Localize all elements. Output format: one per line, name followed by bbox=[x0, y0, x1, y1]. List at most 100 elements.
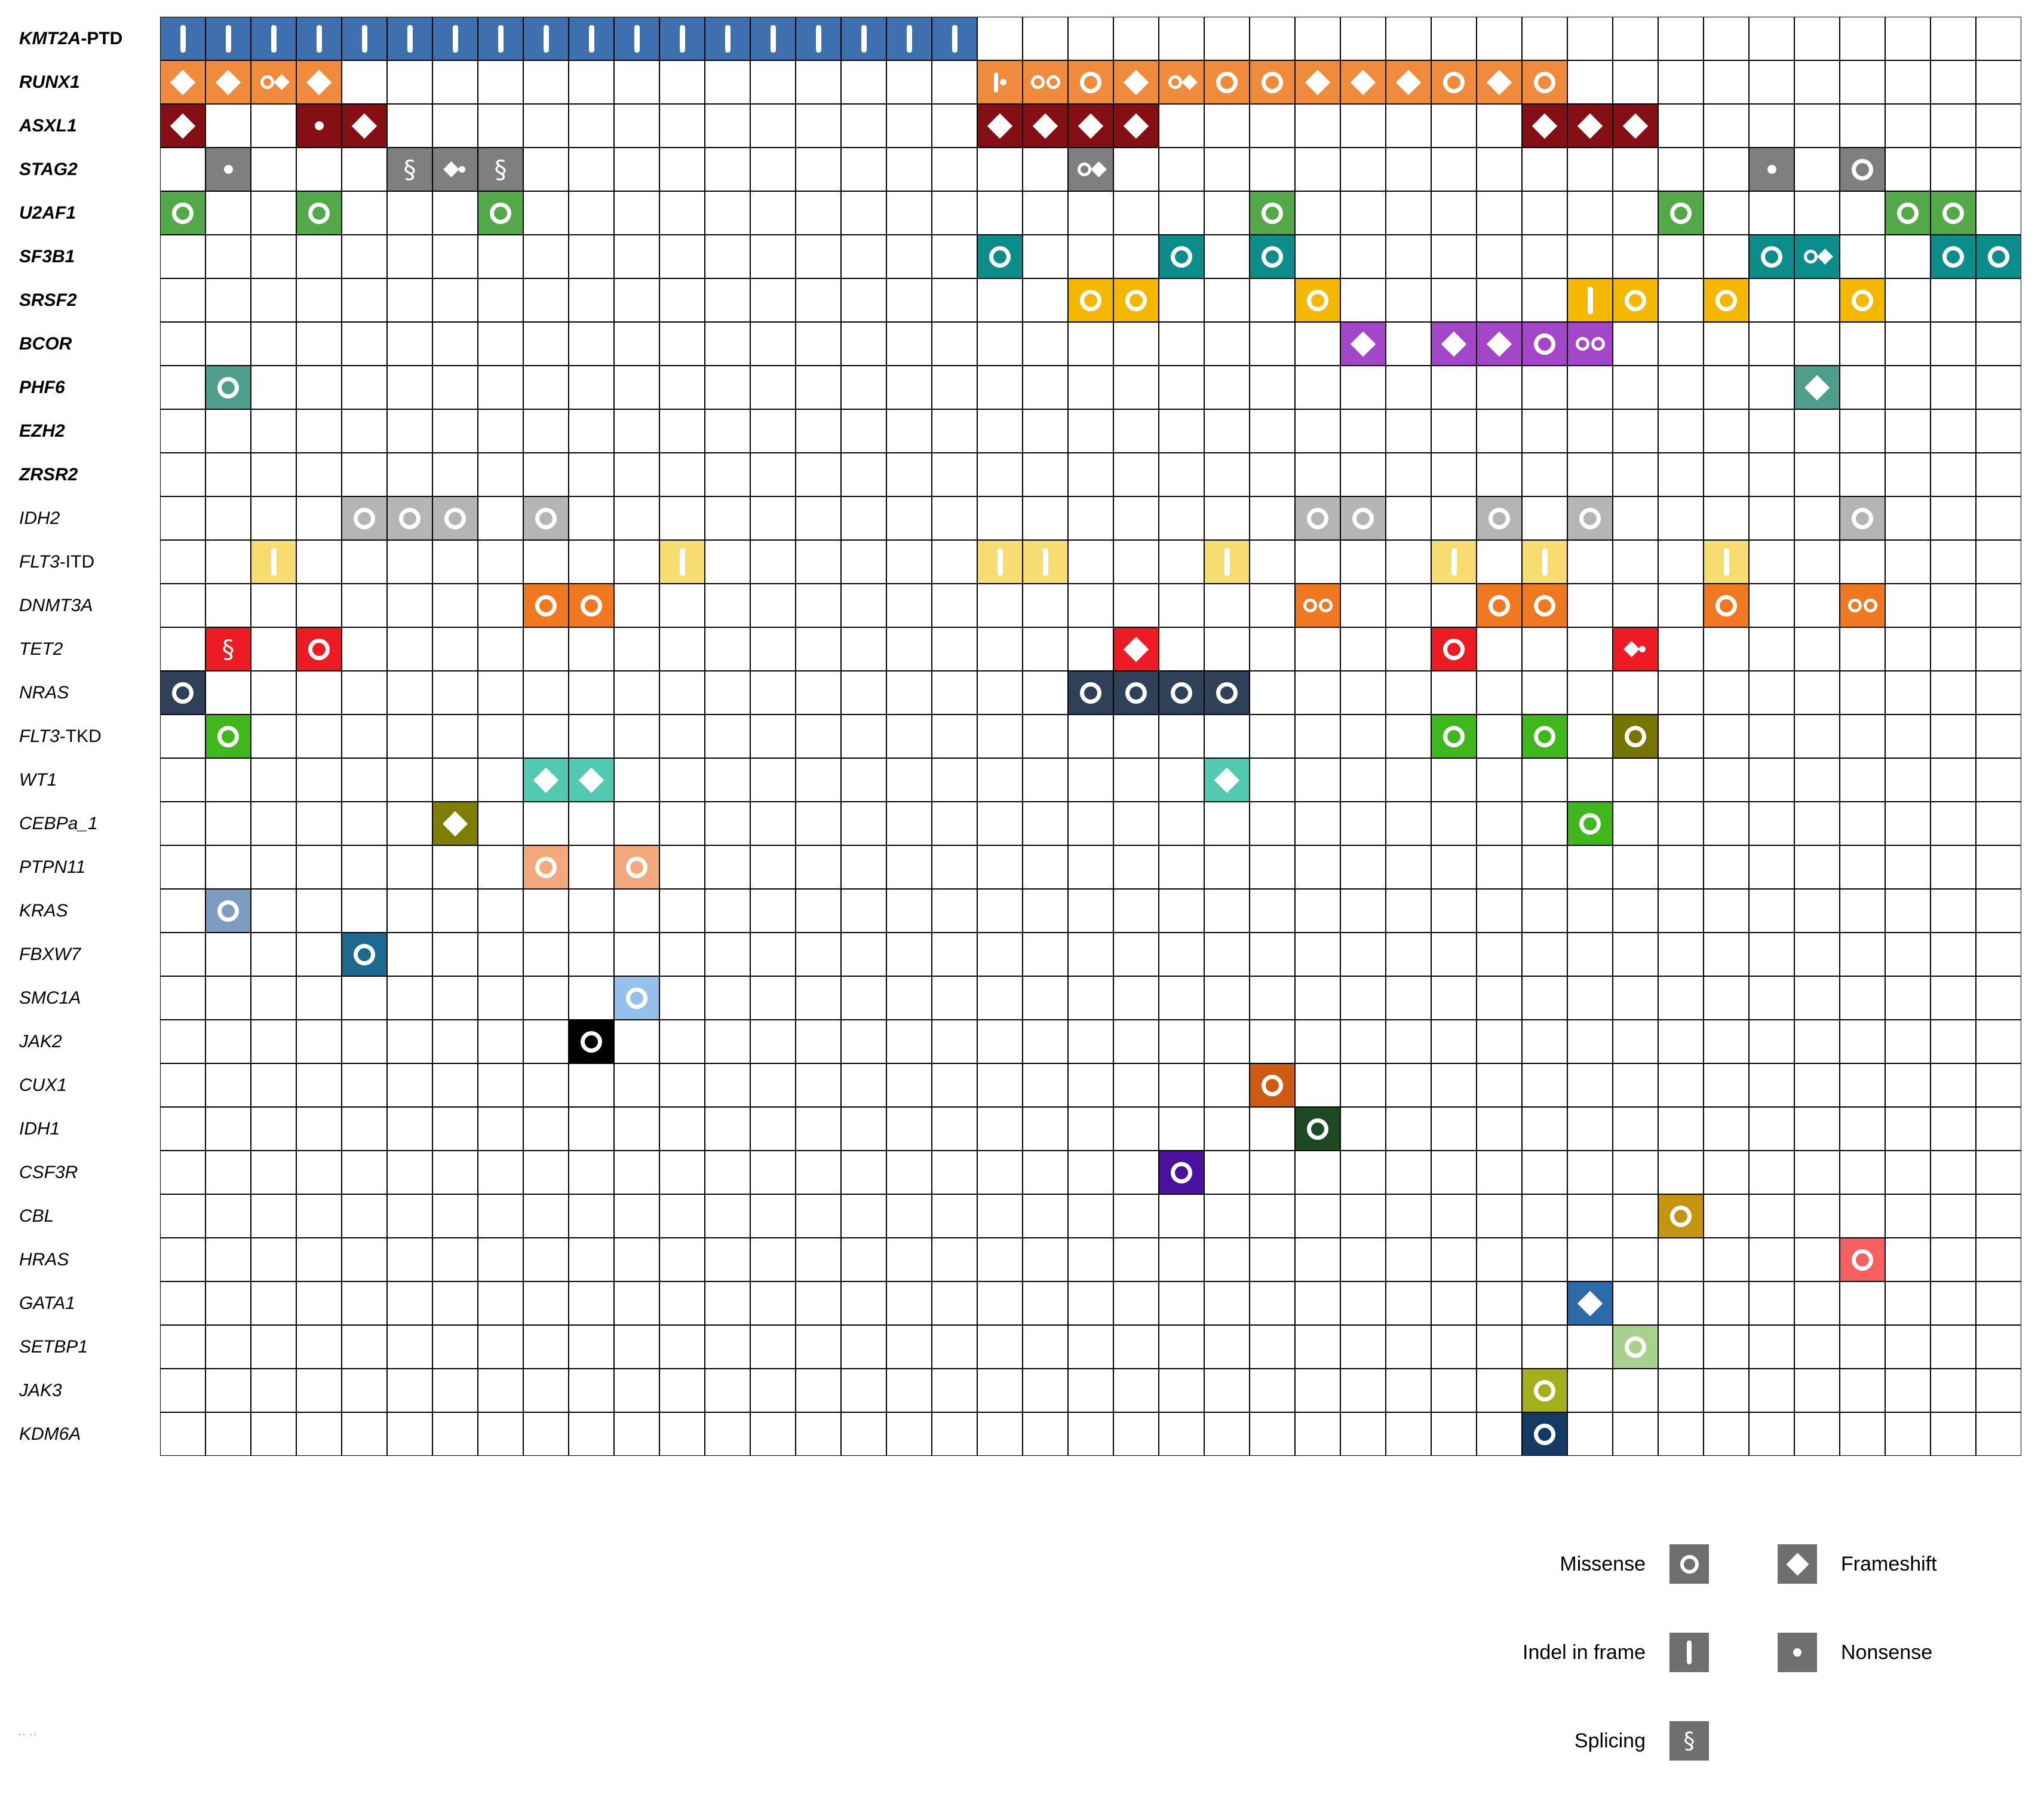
cell-dnmt3a-s32 bbox=[1567, 584, 1613, 627]
cell-kdm6a-s19 bbox=[977, 1412, 1023, 1456]
cell-u2af1-s30 bbox=[1477, 191, 1522, 235]
cell-asxl1-s35 bbox=[1704, 104, 1749, 148]
cell-ezh2-s36 bbox=[1749, 409, 1794, 453]
cell-srsf2-s2 bbox=[205, 278, 251, 322]
cell-kmt2a-ptd-s5 bbox=[342, 17, 387, 60]
cell-idh1-s38 bbox=[1840, 1107, 1885, 1151]
gene-name-text: SRSF2 bbox=[19, 290, 77, 310]
cell-wt1-s12 bbox=[659, 758, 705, 802]
indel-icon bbox=[770, 24, 776, 53]
cell-csf3r-s16 bbox=[841, 1151, 886, 1194]
cell-sf3b1-s39 bbox=[1885, 235, 1931, 278]
cell-smc1a-s18 bbox=[932, 976, 977, 1020]
cell-jak2-s12 bbox=[659, 1020, 705, 1063]
cell-ptpn11-s15 bbox=[796, 845, 841, 889]
cell-kras-s8 bbox=[478, 889, 523, 933]
cell-nras-s1 bbox=[160, 671, 205, 714]
cell-tet2-s39 bbox=[1885, 627, 1931, 671]
cell-ptpn11-s32 bbox=[1567, 845, 1613, 889]
cell-kras-s10 bbox=[569, 889, 614, 933]
cell-kmt2a-ptd-s32 bbox=[1567, 17, 1613, 60]
cell-setbp1-s28 bbox=[1386, 1325, 1431, 1369]
cell-idh2-s25 bbox=[1250, 496, 1295, 540]
cell-asxl1-s11 bbox=[614, 104, 659, 148]
footnote: ·· ·· bbox=[18, 1728, 38, 1741]
cell-bcor-s33 bbox=[1613, 322, 1658, 366]
frameshift-icon bbox=[1785, 1552, 1809, 1576]
cell-idh2-s4 bbox=[296, 496, 342, 540]
cell-bcor-s22 bbox=[1113, 322, 1159, 366]
cell-cebpa-1-s9 bbox=[523, 802, 569, 845]
cell-ptpn11-s26 bbox=[1295, 845, 1340, 889]
cell-setbp1-s15 bbox=[796, 1325, 841, 1369]
missense-icon bbox=[1897, 202, 1919, 224]
cell-flt3-itd-s12 bbox=[659, 540, 705, 584]
cell-jak2-s3 bbox=[251, 1020, 296, 1063]
cell-phf6-s28 bbox=[1386, 366, 1431, 409]
cell-zrsr2-s32 bbox=[1567, 453, 1613, 496]
cell-cbl-s19 bbox=[977, 1194, 1023, 1238]
cell-stag2-s16 bbox=[841, 148, 886, 191]
cell-asxl1-s24 bbox=[1204, 104, 1250, 148]
cell-setbp1-s9 bbox=[523, 1325, 569, 1369]
cell-idh2-s15 bbox=[796, 496, 841, 540]
cell-srsf2-s25 bbox=[1250, 278, 1295, 322]
missense-icon bbox=[354, 943, 375, 965]
cell-runx1-s24 bbox=[1204, 60, 1250, 104]
cell-setbp1-s37 bbox=[1794, 1325, 1840, 1369]
cell-ptpn11-s21 bbox=[1068, 845, 1113, 889]
cell-sf3b1-s23 bbox=[1159, 235, 1204, 278]
cell-srsf2-s5 bbox=[342, 278, 387, 322]
cell-ptpn11-s30 bbox=[1477, 845, 1522, 889]
cell-asxl1-s23 bbox=[1159, 104, 1204, 148]
cell-cbl-s22 bbox=[1113, 1194, 1159, 1238]
cell-bcor-s1 bbox=[160, 322, 205, 366]
cell-kras-s25 bbox=[1250, 889, 1295, 933]
cell-ezh2-s11 bbox=[614, 409, 659, 453]
cell-stag2-s37 bbox=[1794, 148, 1840, 191]
cell-gata1-s30 bbox=[1477, 1281, 1522, 1325]
cell-gata1-s9 bbox=[523, 1281, 569, 1325]
cell-ezh2-s5 bbox=[342, 409, 387, 453]
cell-asxl1-s27 bbox=[1340, 104, 1386, 148]
gene-suffix-text: -ITD bbox=[59, 551, 95, 572]
cell-asxl1-s14 bbox=[750, 104, 796, 148]
cell-cux1-s16 bbox=[841, 1063, 886, 1107]
cell-tet2-s19 bbox=[977, 627, 1023, 671]
cell-ptpn11-s31 bbox=[1522, 845, 1567, 889]
cell-kdm6a-s9 bbox=[523, 1412, 569, 1456]
cell-dnmt3a-s21 bbox=[1068, 584, 1113, 627]
cell-idh1-s36 bbox=[1749, 1107, 1794, 1151]
missense-icon bbox=[1262, 71, 1283, 93]
cell-cbl-s33 bbox=[1613, 1194, 1658, 1238]
cell-cbl-s29 bbox=[1431, 1194, 1477, 1238]
gene-name-text: KDM6A bbox=[19, 1424, 81, 1444]
cell-jak2-s17 bbox=[886, 1020, 932, 1063]
cell-jak2-s29 bbox=[1431, 1020, 1477, 1063]
cell-tet2-s40 bbox=[1931, 627, 1976, 671]
cell-sf3b1-s8 bbox=[478, 235, 523, 278]
cell-nras-s11 bbox=[614, 671, 659, 714]
cell-zrsr2-s33 bbox=[1613, 453, 1658, 496]
cell-hras-s25 bbox=[1250, 1238, 1295, 1281]
cell-jak2-s18 bbox=[932, 1020, 977, 1063]
cell-idh2-s32 bbox=[1567, 496, 1613, 540]
cell-stag2-s32 bbox=[1567, 148, 1613, 191]
cell-cebpa-1-s24 bbox=[1204, 802, 1250, 845]
cell-kras-s16 bbox=[841, 889, 886, 933]
gene-label-runx1: RUNX1 bbox=[18, 60, 160, 104]
cell-flt3-tkd-s37 bbox=[1794, 714, 1840, 758]
cell-cebpa-1-s13 bbox=[705, 802, 750, 845]
cell-phf6-s10 bbox=[569, 366, 614, 409]
gene-label-ptpn11: PTPN11 bbox=[18, 845, 160, 889]
cell-zrsr2-s12 bbox=[659, 453, 705, 496]
cell-flt3-itd-s15 bbox=[796, 540, 841, 584]
cell-sf3b1-s10 bbox=[569, 235, 614, 278]
cell-tet2-s38 bbox=[1840, 627, 1885, 671]
cell-smc1a-s3 bbox=[251, 976, 296, 1020]
cell-zrsr2-s16 bbox=[841, 453, 886, 496]
nonsense-icon bbox=[314, 121, 324, 130]
gene-name-text: KRAS bbox=[19, 900, 68, 921]
legend-splicing-label: Splicing bbox=[1574, 1729, 1646, 1752]
cell-flt3-tkd-s1 bbox=[160, 714, 205, 758]
